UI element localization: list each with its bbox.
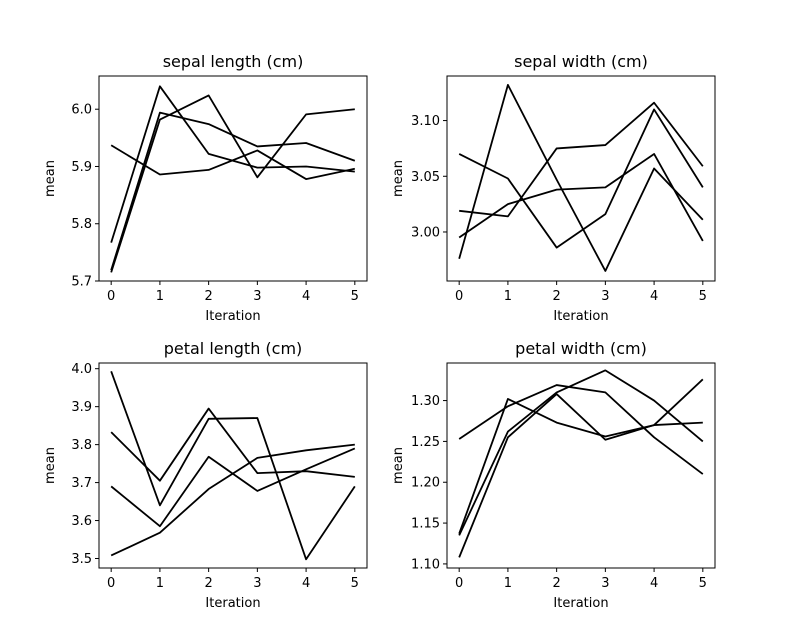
y-tick-label: 1.25	[411, 435, 440, 450]
subplot-1: 0 1 2 3 4 5 5.7 5.8 5.9 6.0 sepal length (cm) Itera…	[43, 52, 368, 324]
x-tick-label: 3	[253, 576, 261, 591]
x-tick-label: 2	[552, 576, 560, 591]
series-line-2	[458, 398, 703, 535]
series-line-4	[458, 378, 704, 558]
series-line-3	[458, 369, 704, 536]
x-tick-label: 1	[504, 289, 512, 304]
subplot-title: sepal length (cm)	[163, 52, 304, 71]
y-tick-label: 3.10	[411, 114, 440, 129]
x-tick-label: 0	[107, 289, 115, 304]
plot-frame	[446, 362, 716, 569]
subplot-title: sepal width (cm)	[514, 52, 648, 71]
y-tick-label: 6.0	[71, 103, 92, 118]
series-line-3	[110, 94, 355, 273]
x-tick-label: 1	[156, 289, 164, 304]
y-tick-label: 3.7	[71, 476, 92, 491]
x-tick-label: 2	[552, 289, 560, 304]
x-axis-label: Iteration	[553, 596, 608, 611]
y-tick-label: 3.6	[71, 514, 92, 529]
series-line-2	[110, 85, 355, 243]
series-line-4	[110, 111, 356, 271]
y-tick-label: 3.05	[411, 170, 440, 185]
x-tick-label: 4	[302, 289, 310, 304]
y-axis-label: mean	[391, 447, 406, 484]
x-tick-label: 3	[253, 289, 261, 304]
subplot-title: petal length (cm)	[164, 339, 303, 358]
y-axis-label: mean	[391, 160, 406, 197]
plot-frame	[98, 75, 368, 282]
x-tick-label: 0	[455, 289, 463, 304]
series-line-3	[459, 101, 704, 218]
series-line-1	[458, 384, 704, 475]
x-axis-label: Iteration	[553, 309, 608, 324]
subplot-title: petal width (cm)	[515, 339, 647, 358]
x-axis-label: Iteration	[205, 309, 260, 324]
series-line-1	[458, 108, 704, 249]
y-tick-label: 3.5	[71, 552, 92, 567]
y-tick-label: 5.7	[71, 275, 92, 290]
y-axis-label: mean	[43, 160, 58, 197]
x-tick-label: 3	[601, 289, 609, 304]
plot-frame	[446, 75, 716, 282]
x-tick-label: 5	[351, 576, 359, 591]
x-tick-label: 4	[650, 576, 658, 591]
x-tick-label: 1	[504, 576, 512, 591]
x-tick-label: 5	[699, 289, 707, 304]
y-tick-label: 5.8	[71, 217, 92, 232]
y-tick-label: 1.20	[411, 476, 440, 491]
y-tick-label: 3.9	[71, 400, 92, 415]
y-tick-label: 1.30	[411, 394, 440, 409]
series-line-4	[458, 153, 704, 242]
y-tick-label: 1.10	[411, 557, 440, 572]
x-tick-label: 5	[699, 576, 707, 591]
y-tick-label: 3.00	[411, 225, 440, 240]
x-tick-label: 0	[455, 576, 463, 591]
subplot-3: 0 1 2 3 4 5 3.5 3.6 3.7 3.8 3.9 4.0 petal length (cm…	[43, 339, 368, 611]
y-tick-label: 5.9	[71, 160, 92, 175]
y-tick-label: 1.15	[411, 517, 440, 532]
series-line-4	[110, 443, 355, 557]
plot-frame	[98, 362, 368, 569]
series-line-1	[110, 371, 356, 561]
x-tick-label: 4	[302, 576, 310, 591]
y-tick-label: 3.8	[71, 438, 92, 453]
x-tick-label: 2	[204, 576, 212, 591]
x-tick-label: 0	[107, 576, 115, 591]
subplot-4: 0 1 2 3 4 5 1.10 1.15 1.20 1.25 1.30 petal width (c…	[391, 339, 716, 611]
x-tick-label: 5	[351, 289, 359, 304]
series-line-3	[110, 447, 356, 528]
y-axis-label: mean	[43, 447, 58, 484]
x-tick-label: 2	[204, 289, 212, 304]
series-line-2	[110, 407, 355, 482]
x-tick-label: 4	[650, 289, 658, 304]
x-tick-label: 1	[156, 576, 164, 591]
x-axis-label: Iteration	[205, 596, 260, 611]
series-line-2	[458, 84, 704, 272]
x-tick-label: 3	[601, 576, 609, 591]
y-tick-label: 4.0	[71, 362, 92, 377]
subplot-2: 0 1 2 3 4 5 3.00 3.05 3.10 sepal width (cm) Iterat…	[391, 52, 716, 324]
